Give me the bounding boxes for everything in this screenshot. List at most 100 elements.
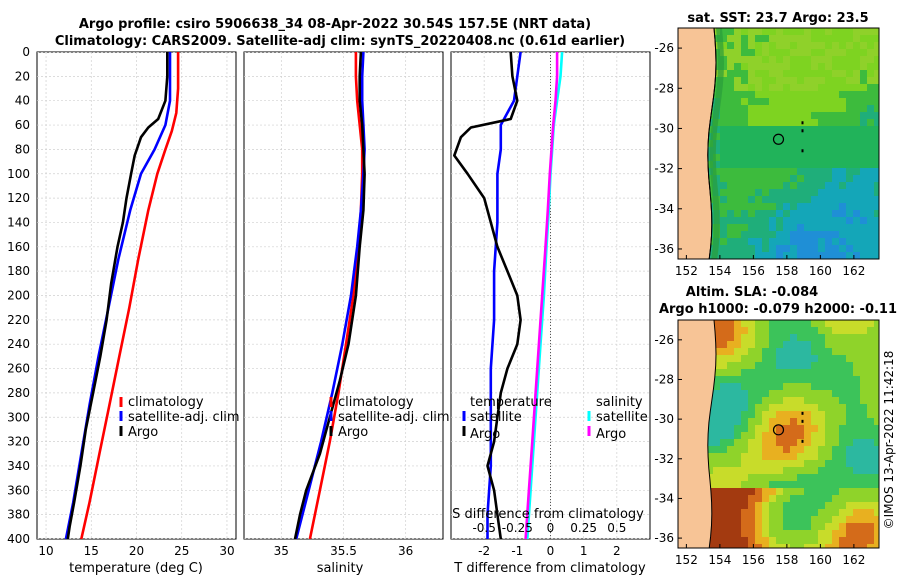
- map-cell: [804, 404, 812, 412]
- map-cell: [839, 439, 847, 447]
- map-cell: [734, 35, 742, 43]
- map-cell: [727, 327, 735, 335]
- map-cell: [839, 488, 847, 496]
- map-cell: [825, 362, 833, 370]
- map-cell: [755, 161, 763, 169]
- map-cell: [790, 161, 798, 169]
- map-cell: [776, 210, 784, 218]
- map-cell: [839, 189, 847, 197]
- map-cell: [797, 397, 805, 405]
- map-cell: [762, 42, 770, 50]
- map-cell: [720, 495, 728, 503]
- map-cell: [846, 56, 854, 64]
- map-cell: [741, 516, 749, 524]
- map-cell: [804, 537, 812, 545]
- map-cell: [818, 63, 826, 71]
- map-cell: [797, 453, 805, 461]
- map-cell: [727, 509, 735, 517]
- map-cell: [776, 49, 784, 57]
- map-cell: [713, 502, 721, 510]
- map-cell: [783, 530, 791, 538]
- map-cell: [790, 509, 798, 517]
- map-cell: [797, 112, 805, 120]
- map-cell: [860, 63, 868, 71]
- map-cell: [706, 168, 714, 176]
- map-cell: [755, 175, 763, 183]
- marker-dot: [801, 149, 804, 153]
- s-tick-label: 0: [547, 521, 555, 535]
- map-cell: [783, 112, 791, 120]
- map-cell: [720, 140, 728, 148]
- map-cell: [818, 355, 826, 363]
- map-cell: [846, 252, 854, 259]
- map-cell: [818, 467, 826, 475]
- map-cell: [790, 49, 798, 57]
- map-cell: [776, 369, 784, 377]
- map-cell: [853, 238, 861, 246]
- map-cell: [748, 320, 756, 328]
- map-cell: [804, 28, 812, 36]
- map-cell: [734, 411, 742, 419]
- map-cell: [720, 327, 728, 335]
- depth-tick-label: 320: [7, 435, 30, 449]
- map-cell: [839, 502, 847, 510]
- map-cell: [755, 474, 763, 482]
- map-cell: [860, 112, 868, 120]
- map-cell: [734, 196, 742, 204]
- map-cell: [776, 245, 784, 253]
- map-cell: [776, 488, 784, 496]
- map-cell: [874, 439, 879, 447]
- map-cell: [713, 49, 721, 57]
- map-cell: [804, 397, 812, 405]
- map-cell: [825, 63, 833, 71]
- map-cell: [797, 182, 805, 190]
- map-cell: [720, 252, 728, 259]
- map-cell: [734, 70, 742, 78]
- map-cell: [762, 544, 770, 548]
- map-cell: [755, 411, 763, 419]
- map-cell: [846, 245, 854, 253]
- map-cell: [783, 453, 791, 461]
- map-cell: [846, 523, 854, 531]
- map-cell: [755, 49, 763, 57]
- map-cell: [804, 432, 812, 440]
- map-cell: [825, 376, 833, 384]
- map-cell: [706, 140, 714, 148]
- map-cell: [839, 390, 847, 398]
- map-cell: [762, 28, 770, 36]
- map-cell: [853, 362, 861, 370]
- map-cell: [790, 203, 798, 211]
- map-cell: [755, 63, 763, 71]
- map-cell: [867, 537, 875, 545]
- depth-tick-label: 20: [15, 69, 30, 83]
- map-cell: [853, 390, 861, 398]
- map-cell: [811, 175, 819, 183]
- map-cell: [748, 453, 756, 461]
- map-cell: [846, 140, 854, 148]
- map-cell: [727, 369, 735, 377]
- map-cell: [853, 537, 861, 545]
- map-cell: [860, 126, 868, 134]
- map-cell: [853, 474, 861, 482]
- map-cell: [853, 481, 861, 489]
- map-cell: [783, 509, 791, 517]
- map-cell: [867, 341, 875, 349]
- map-cell: [804, 119, 812, 127]
- map-cell: [762, 161, 770, 169]
- map-cell: [839, 77, 847, 85]
- map-cell: [860, 147, 868, 155]
- map-cell: [720, 175, 728, 183]
- map-cell: [727, 182, 735, 190]
- map-cell: [846, 530, 854, 538]
- legend-t-satellite: satellite: [470, 410, 522, 425]
- map-cell: [755, 84, 763, 92]
- map-cell: [769, 231, 777, 239]
- depth-tick-label: 260: [7, 362, 30, 376]
- map-cell: [741, 196, 749, 204]
- map-cell: [741, 252, 749, 259]
- map-cell: [776, 147, 784, 155]
- map-cell: [853, 418, 861, 426]
- map-cell: [727, 516, 735, 524]
- map-cell: [874, 245, 879, 253]
- map-cell: [811, 196, 819, 204]
